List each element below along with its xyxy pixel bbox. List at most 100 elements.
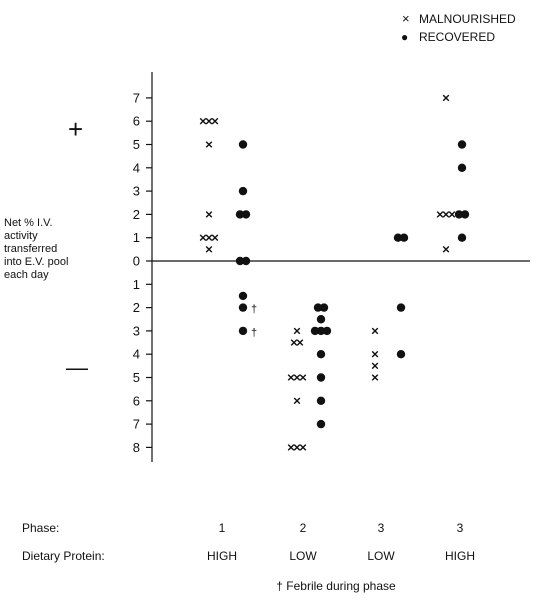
recovered-point — [238, 291, 248, 301]
malnourished-point — [293, 397, 301, 405]
protein-row: Dietary Protein: — [22, 549, 105, 563]
legend-marker-malnourished: × — [402, 11, 410, 26]
malnourished-point — [299, 374, 307, 381]
recovered-point — [310, 326, 320, 336]
y-tick-label: 3 — [133, 323, 140, 338]
group-phase-label: 1 — [219, 521, 226, 535]
malnourished-point — [205, 117, 213, 125]
y-tick-label: 1 — [133, 277, 140, 292]
malnourished-point — [205, 246, 213, 253]
recovered-point — [238, 140, 248, 149]
recovered-point — [238, 303, 248, 312]
y-tick-label: 8 — [133, 440, 140, 455]
malnourished-point — [442, 211, 450, 218]
group-protein-label: LOW — [289, 549, 317, 563]
y-axis-label: Net % I.V. activity transferred into E.V… — [4, 217, 68, 281]
recovered-point — [393, 233, 403, 242]
legend-marker-recovered: ● — [401, 30, 408, 44]
recovered-point — [238, 186, 248, 196]
legend-label-malnourished: MALNOURISHED — [419, 12, 516, 26]
group-phase-label: 3 — [378, 521, 385, 535]
malnourished-point — [205, 141, 213, 148]
recovered-point — [238, 326, 248, 336]
y-ticks: 7 6 5 4 3 2 1 0 1 2 3 4 5 6 7 8 — [133, 90, 152, 455]
y-tick-label: 2 — [133, 300, 140, 315]
recovered-point — [316, 326, 326, 336]
group-protein-label: HIGH — [445, 549, 475, 563]
malnourished-point — [448, 211, 456, 218]
malnourished-point — [371, 327, 379, 335]
y-tick-label: 5 — [133, 370, 140, 385]
recovered-point — [316, 396, 326, 405]
febrile-mark: † — [251, 304, 257, 316]
y-tick-label: 4 — [133, 347, 140, 362]
y-tick-label: 1 — [133, 230, 140, 245]
malnourished-point — [293, 327, 301, 335]
recovered-point — [241, 256, 251, 266]
y-tick-label: 7 — [133, 90, 140, 105]
legend-label-recovered: RECOVERED — [419, 30, 495, 44]
malnourished-point — [442, 246, 450, 253]
malnourished-point — [371, 350, 379, 358]
group-labels: 1 HIGH 2 LOW 3 LOW 3 HIGH — [207, 521, 475, 563]
y-tick-label: 6 — [133, 114, 140, 129]
y-tick-label: 5 — [133, 137, 140, 152]
febrile-mark: † — [251, 327, 257, 339]
ylabel-line-5: each day — [4, 269, 49, 281]
y-tick-label: 6 — [133, 393, 140, 408]
recovered-point — [396, 350, 406, 359]
footnote: † Febrile during phase — [276, 579, 396, 593]
ylabel-line-1: Net % I.V. — [4, 217, 53, 229]
recovered-point — [241, 210, 251, 219]
recovered-point — [399, 233, 409, 242]
group-protein-label: HIGH — [207, 549, 237, 563]
plus-sign: + — [68, 114, 83, 144]
y-tick-label: 3 — [133, 184, 140, 199]
y-tick-label: 7 — [133, 417, 140, 432]
recovered-point — [235, 210, 245, 219]
y-tick-label: 2 — [133, 207, 140, 222]
malnourished-point — [287, 444, 295, 451]
recovered-point — [316, 373, 326, 382]
recovered-point — [319, 303, 329, 312]
data-points: †† — [199, 94, 470, 451]
recovered-point — [460, 210, 470, 219]
recovered-point — [457, 163, 467, 172]
phase-row-label: Phase: — [22, 521, 59, 535]
recovered-point — [396, 303, 406, 312]
malnourished-point — [371, 374, 379, 381]
malnourished-point — [293, 374, 301, 381]
recovered-point — [457, 233, 467, 242]
protein-row-label: Dietary Protein: — [22, 549, 105, 563]
malnourished-point — [205, 211, 213, 218]
ylabel-line-2: activity — [4, 230, 38, 242]
y-tick-label: 0 — [133, 254, 140, 269]
malnourished-point — [436, 211, 444, 218]
malnourished-point — [293, 444, 301, 451]
malnourished-point — [211, 117, 219, 125]
recovered-point — [316, 419, 326, 429]
minus-sign: — — [66, 355, 88, 380]
recovered-point — [313, 303, 323, 312]
group-phase-label: 3 — [457, 521, 464, 535]
group-phase-label: 2 — [300, 521, 307, 535]
malnourished-point — [211, 234, 219, 241]
malnourished-point — [296, 339, 304, 346]
phase-row: Phase: — [22, 521, 59, 535]
malnourished-point — [199, 234, 207, 241]
malnourished-point — [205, 234, 213, 241]
y-tick-label: 4 — [133, 160, 140, 175]
malnourished-point — [299, 444, 307, 451]
ylabel-line-4: into E.V. pool — [4, 256, 68, 268]
malnourished-point — [287, 374, 295, 381]
recovered-point — [316, 315, 326, 324]
ylabel-line-3: transferred — [4, 243, 57, 255]
malnourished-point — [442, 94, 450, 102]
recovered-point — [316, 350, 326, 359]
malnourished-point — [199, 117, 207, 125]
legend: × MALNOURISHED ● RECOVERED — [401, 11, 516, 44]
group-protein-label: LOW — [367, 549, 395, 563]
recovered-point — [457, 140, 467, 149]
malnourished-point — [290, 339, 298, 346]
